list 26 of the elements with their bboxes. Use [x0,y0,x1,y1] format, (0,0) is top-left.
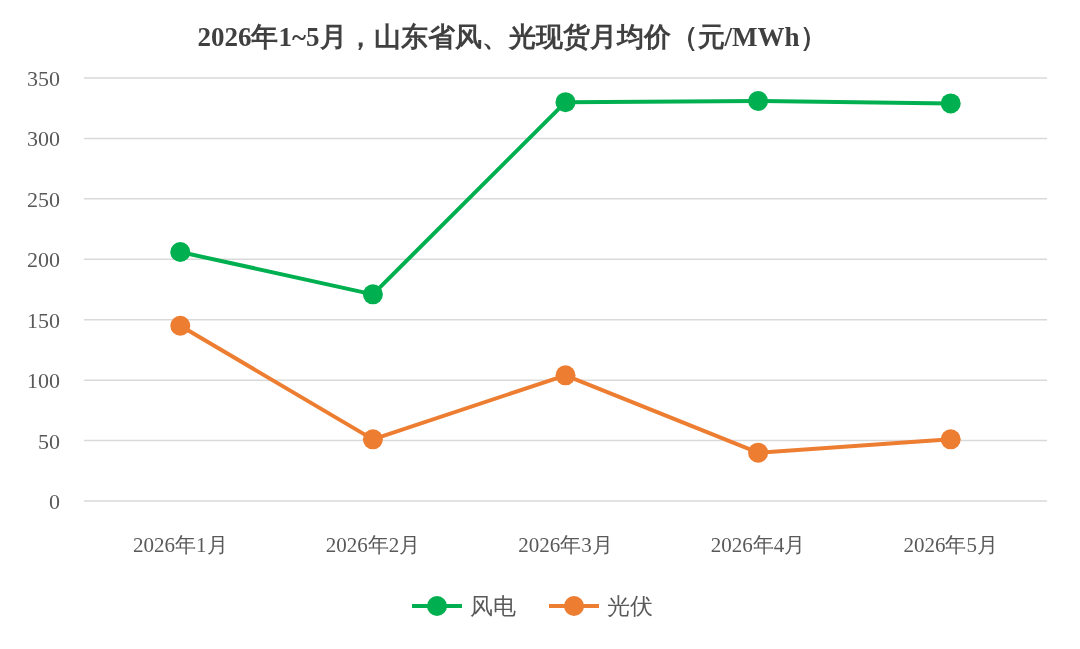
point [362,284,383,305]
x-tick-label: 2026年5月 [903,533,998,557]
point [940,93,961,114]
y-tick-label: 50 [38,428,60,454]
point [748,442,769,463]
legend-label: 风电 [470,593,516,619]
x-tick-label: 2026年3月 [518,533,613,557]
point [748,90,769,111]
point [362,429,383,450]
y-tick-label: 100 [27,368,60,394]
y-tick-label: 200 [27,247,60,273]
point [940,429,961,450]
x-tick-label: 2026年2月 [325,533,421,557]
x-tick-label: 2026年4月 [710,533,806,557]
legend-label: 光伏 [607,593,653,619]
x-tick-label: 2026年1月 [133,533,228,557]
point [170,315,191,336]
y-tick-label: 150 [27,307,60,333]
point [555,365,576,386]
y-tick-label: 250 [27,186,60,212]
y-tick-label: 350 [27,66,60,91]
chart-title: 2026年1~5月，山东省风、光现货月均价（元/MWh） [197,22,827,52]
y-tick-label: 300 [27,126,60,152]
point [555,92,576,113]
point [170,242,191,263]
y-tick-label: 0 [49,489,60,514]
